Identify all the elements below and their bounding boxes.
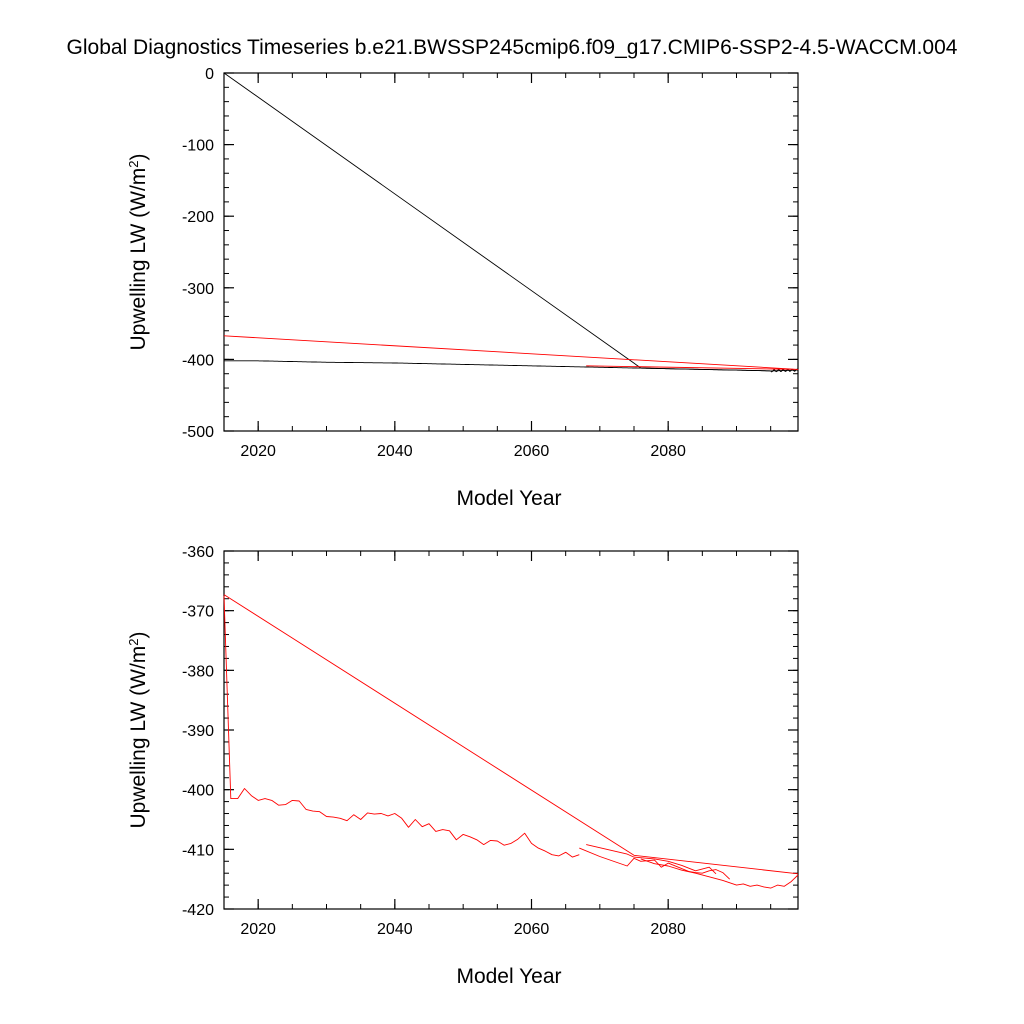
series-line-1-1 bbox=[223, 72, 799, 372]
x-tick-label: 2060 bbox=[514, 443, 550, 460]
series-line-2-3 bbox=[579, 847, 731, 880]
x-tick-label: 2040 bbox=[377, 443, 413, 460]
x-axis-title: Model Year bbox=[456, 965, 561, 988]
y-tick-label: -100 bbox=[182, 138, 214, 155]
y-tick-label: -420 bbox=[182, 902, 214, 919]
x-tick-label: 2080 bbox=[650, 921, 686, 938]
series-line-2-2 bbox=[223, 594, 799, 875]
y-tick-label: -400 bbox=[182, 783, 214, 800]
plot-frame-1 bbox=[223, 72, 799, 432]
x-tick-label: 2020 bbox=[240, 443, 276, 460]
y-axis-title: Upwelling LW (W/m2) bbox=[126, 153, 151, 350]
chart-title: Global Diagnostics Timeseries b.e21.BWSS… bbox=[66, 36, 958, 59]
x-tick-label: 2080 bbox=[650, 443, 686, 460]
y-tick-label: -410 bbox=[182, 842, 214, 859]
x-tick-label: 2040 bbox=[377, 921, 413, 938]
series-line-2-1 bbox=[223, 595, 580, 858]
y-tick-label: 0 bbox=[205, 66, 214, 83]
series-line-2-5 bbox=[640, 858, 799, 889]
y-tick-label: -200 bbox=[182, 209, 214, 226]
y-axis-title: Upwelling LW (W/m2) bbox=[126, 631, 151, 828]
x-tick-label: 2060 bbox=[514, 921, 550, 938]
y-tick-label: -380 bbox=[182, 663, 214, 680]
plot-frame-2 bbox=[223, 550, 799, 910]
y-tick-label: -400 bbox=[182, 352, 214, 369]
x-axis-title: Model Year bbox=[456, 487, 561, 510]
y-tick-label: -370 bbox=[182, 604, 214, 621]
y-tick-label: -360 bbox=[182, 544, 214, 561]
y-tick-label: -390 bbox=[182, 723, 214, 740]
x-tick-label: 2020 bbox=[240, 921, 276, 938]
series-line-1-3 bbox=[223, 335, 799, 370]
series-line-2-4 bbox=[586, 844, 717, 875]
y-tick-label: -500 bbox=[182, 424, 214, 441]
series-line-1-2 bbox=[224, 360, 799, 373]
y-tick-label: -300 bbox=[182, 281, 214, 298]
